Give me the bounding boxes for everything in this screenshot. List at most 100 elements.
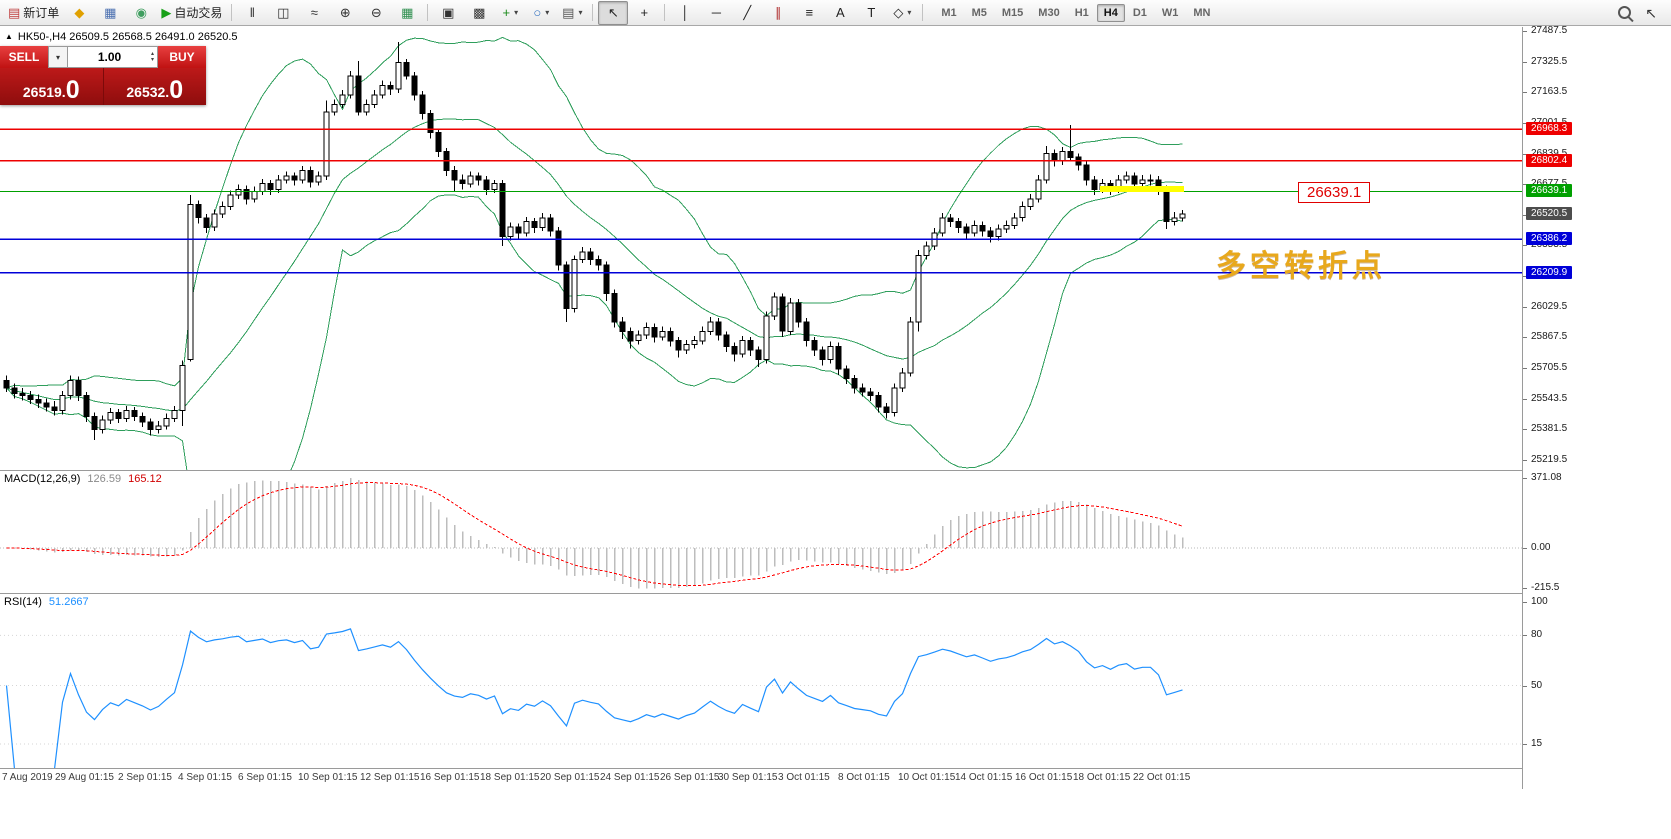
axis-tick-mark: [1523, 92, 1527, 94]
buy-price-text: 26532.: [126, 84, 170, 100]
timeframe-m5[interactable]: M5: [971, 6, 987, 19]
pane-separator: [0, 470, 1671, 471]
trendline-button[interactable]: ╱: [732, 1, 762, 25]
indicators-button[interactable]: + ▾: [495, 1, 525, 25]
volume-input[interactable]: [68, 49, 151, 65]
macd-label: MACD(12,26,9) 126.59 165.12: [4, 473, 162, 485]
rsi-label: RSI(14) 51.2667: [4, 596, 89, 608]
periods-button[interactable]: ○ ▾: [526, 1, 556, 25]
axis-tick-mark: [1523, 744, 1527, 745]
fibonacci-button[interactable]: ≡: [794, 1, 824, 25]
timeframe-w1[interactable]: W1: [1161, 6, 1179, 19]
axis-tick-label: 25219.5: [1531, 453, 1568, 465]
search-icon[interactable]: [1618, 6, 1632, 19]
axis-tick-mark: [1523, 478, 1527, 479]
buy-price-display[interactable]: 26532. 0: [103, 68, 206, 105]
timeframe-m30[interactable]: M30: [1038, 6, 1060, 19]
price-level-label: 26386.2: [1526, 232, 1573, 246]
cursor-button[interactable]: ↖: [598, 0, 629, 25]
timeframe-d1[interactable]: D1: [1132, 6, 1147, 19]
price-tag-label[interactable]: 26639.1: [1298, 182, 1371, 203]
candlestick-chart-button[interactable]: ◫: [268, 1, 298, 25]
time-axis-label: 3 Oct 01:15: [778, 772, 830, 783]
line-chart-button[interactable]: ≈: [299, 1, 329, 25]
sell-button[interactable]: SELL: [0, 46, 48, 68]
timeframe-mn[interactable]: MN: [1193, 6, 1211, 19]
rsi-line: [5, 628, 1183, 768]
horizontal-line-button[interactable]: ─: [701, 1, 731, 25]
templates-button[interactable]: ▤ ▾: [557, 1, 587, 25]
market-watch-icon: ▦: [104, 5, 117, 20]
tile-windows-icon: ▣: [442, 5, 455, 20]
volume-dropdown-button[interactable]: ▾: [48, 46, 68, 68]
zoom-out-button[interactable]: ⊖: [361, 1, 391, 25]
zoom-in-icon: ⊕: [339, 5, 351, 20]
macd-signal-value: 165.12: [128, 473, 162, 485]
equidistant-channel-button[interactable]: ∥: [763, 1, 793, 25]
bar-chart-button[interactable]: ‖: [237, 1, 267, 25]
cascade-windows-button[interactable]: ▩: [464, 1, 494, 25]
axis-tick-label: 27325.5: [1531, 55, 1568, 67]
timeframe-m1[interactable]: M1: [941, 6, 957, 19]
new-order-button[interactable]: ▤ 新订单: [4, 1, 63, 25]
periods-icon: ○: [533, 5, 542, 20]
tile-windows-button[interactable]: ▣: [433, 1, 463, 25]
equidistant-channel-icon: ∥: [775, 5, 782, 20]
axis-tick-label: -215.5: [1531, 582, 1560, 593]
chevron-down-icon: ▾: [55, 52, 60, 62]
candlestick-series[interactable]: [3, 41, 1186, 440]
text-label-button[interactable]: T: [856, 1, 886, 25]
axis-tick-mark: [1523, 602, 1527, 603]
time-axis-label: 22 Oct 01:15: [1133, 772, 1191, 783]
auto-scroll-icon: ▦: [401, 5, 414, 20]
macd-name: MACD(12,26,9): [4, 473, 81, 485]
arrows-icon: ◇: [893, 5, 904, 20]
time-axis-label: 16 Oct 01:15: [1015, 772, 1073, 783]
chevron-down-icon: ▾: [514, 8, 519, 17]
time-axis-label: 10 Sep 01:15: [298, 772, 358, 783]
time-axis[interactable]: 7 Aug 2019 29 Aug 01:15 2 Sep 01:15 4 Sep 0…: [0, 769, 1522, 789]
axis-tick-mark: [1523, 61, 1527, 63]
price-axis[interactable]: 27487.527325.527163.527001.526839.526677…: [1522, 25, 1671, 789]
price-level-label: 26209.9: [1526, 265, 1573, 279]
axis-tick-mark: [1523, 122, 1527, 124]
stepper-up-icon: ▴: [150, 51, 154, 57]
new-order-label: 新订单: [23, 6, 60, 20]
arrows-button[interactable]: ◇ ▾: [887, 1, 917, 25]
fibonacci-icon: ≡: [805, 5, 814, 20]
market-watch-button[interactable]: ▦: [95, 1, 125, 25]
time-axis-label: 29 Aug 01:15: [55, 772, 114, 783]
vertical-line-button[interactable]: │: [670, 1, 700, 25]
axis-tick-label: 15: [1531, 738, 1543, 749]
axis-tick-label: 80: [1531, 629, 1543, 641]
timeframe-m15[interactable]: M15: [1001, 6, 1024, 19]
buy-button[interactable]: BUY: [158, 46, 206, 68]
text-button[interactable]: A: [825, 1, 855, 25]
symbol-ohlc-text: HK50-,H4 26509.5 26568.5 26491.0 26520.5: [17, 31, 238, 43]
time-axis-label: 8 Oct 01:15: [838, 772, 890, 783]
cascade-windows-icon: ▩: [473, 5, 486, 20]
crosshair-button[interactable]: +: [629, 1, 659, 25]
time-axis-label: 12 Sep 01:15: [360, 772, 420, 783]
axis-tick-mark: [1523, 306, 1527, 308]
data-window-button[interactable]: ◉: [126, 1, 156, 25]
axis-tick-mark: [1523, 276, 1527, 278]
chart-annotation-text[interactable]: 多空转折点: [1216, 250, 1386, 283]
autotrading-button[interactable]: ▶ 自动交易: [157, 1, 226, 25]
auto-scroll-button[interactable]: ▦: [392, 1, 422, 25]
zoom-in-button[interactable]: ⊕: [330, 1, 360, 25]
timeframe-h4[interactable]: H4: [1096, 3, 1125, 22]
rsi-canvas[interactable]: [0, 594, 1522, 768]
axis-tick-mark: [1523, 30, 1527, 32]
sell-price-display[interactable]: 26519. 0: [0, 68, 103, 105]
chart-shift-button[interactable]: ◆: [64, 1, 94, 25]
current-price-label: 26520.5: [1526, 206, 1573, 220]
chevron-down-icon: ▾: [578, 8, 583, 17]
timeframe-h1[interactable]: H1: [1074, 6, 1089, 19]
volume-stepper[interactable]: ▴ ▾: [151, 51, 157, 63]
toolbar-separator: [664, 4, 666, 21]
yellow-highlight-segment[interactable]: [1100, 186, 1184, 192]
macd-canvas[interactable]: [0, 471, 1522, 593]
pointer-icon[interactable]: ↖: [1645, 4, 1657, 21]
main-chart-canvas[interactable]: [0, 27, 1522, 470]
